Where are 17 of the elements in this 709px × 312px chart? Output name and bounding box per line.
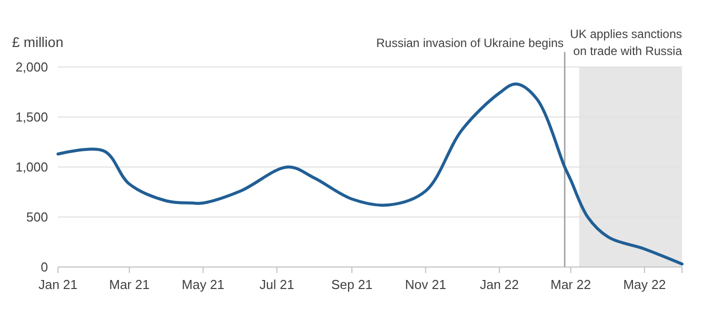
x-tick-label: Jan 22 — [480, 277, 519, 292]
y-tick-label: 500 — [26, 210, 48, 225]
x-tick-label: Nov 21 — [405, 277, 446, 292]
band-label: UK applies sanctions on trade with Russia — [570, 27, 682, 58]
x-tick-label: Mar 22 — [550, 277, 591, 292]
x-tick-label: Jan 21 — [38, 277, 78, 292]
x-tick-label: Mar 21 — [109, 277, 150, 292]
y-tick-label: 1,000 — [15, 160, 48, 175]
y-tick-label: 1,500 — [15, 110, 48, 125]
x-tick-label: May 22 — [623, 277, 666, 292]
x-tick-label: May 21 — [182, 277, 224, 292]
x-tick-label: Jul 21 — [260, 277, 294, 292]
y-tick-label: 2,000 — [15, 60, 48, 75]
y-tick-label: 0 — [40, 260, 48, 275]
x-tick-label: Sep 21 — [331, 277, 372, 292]
ref-line-label: Russian invasion of Ukraine begins — [376, 36, 564, 50]
y-axis-title: £ million — [12, 34, 64, 50]
